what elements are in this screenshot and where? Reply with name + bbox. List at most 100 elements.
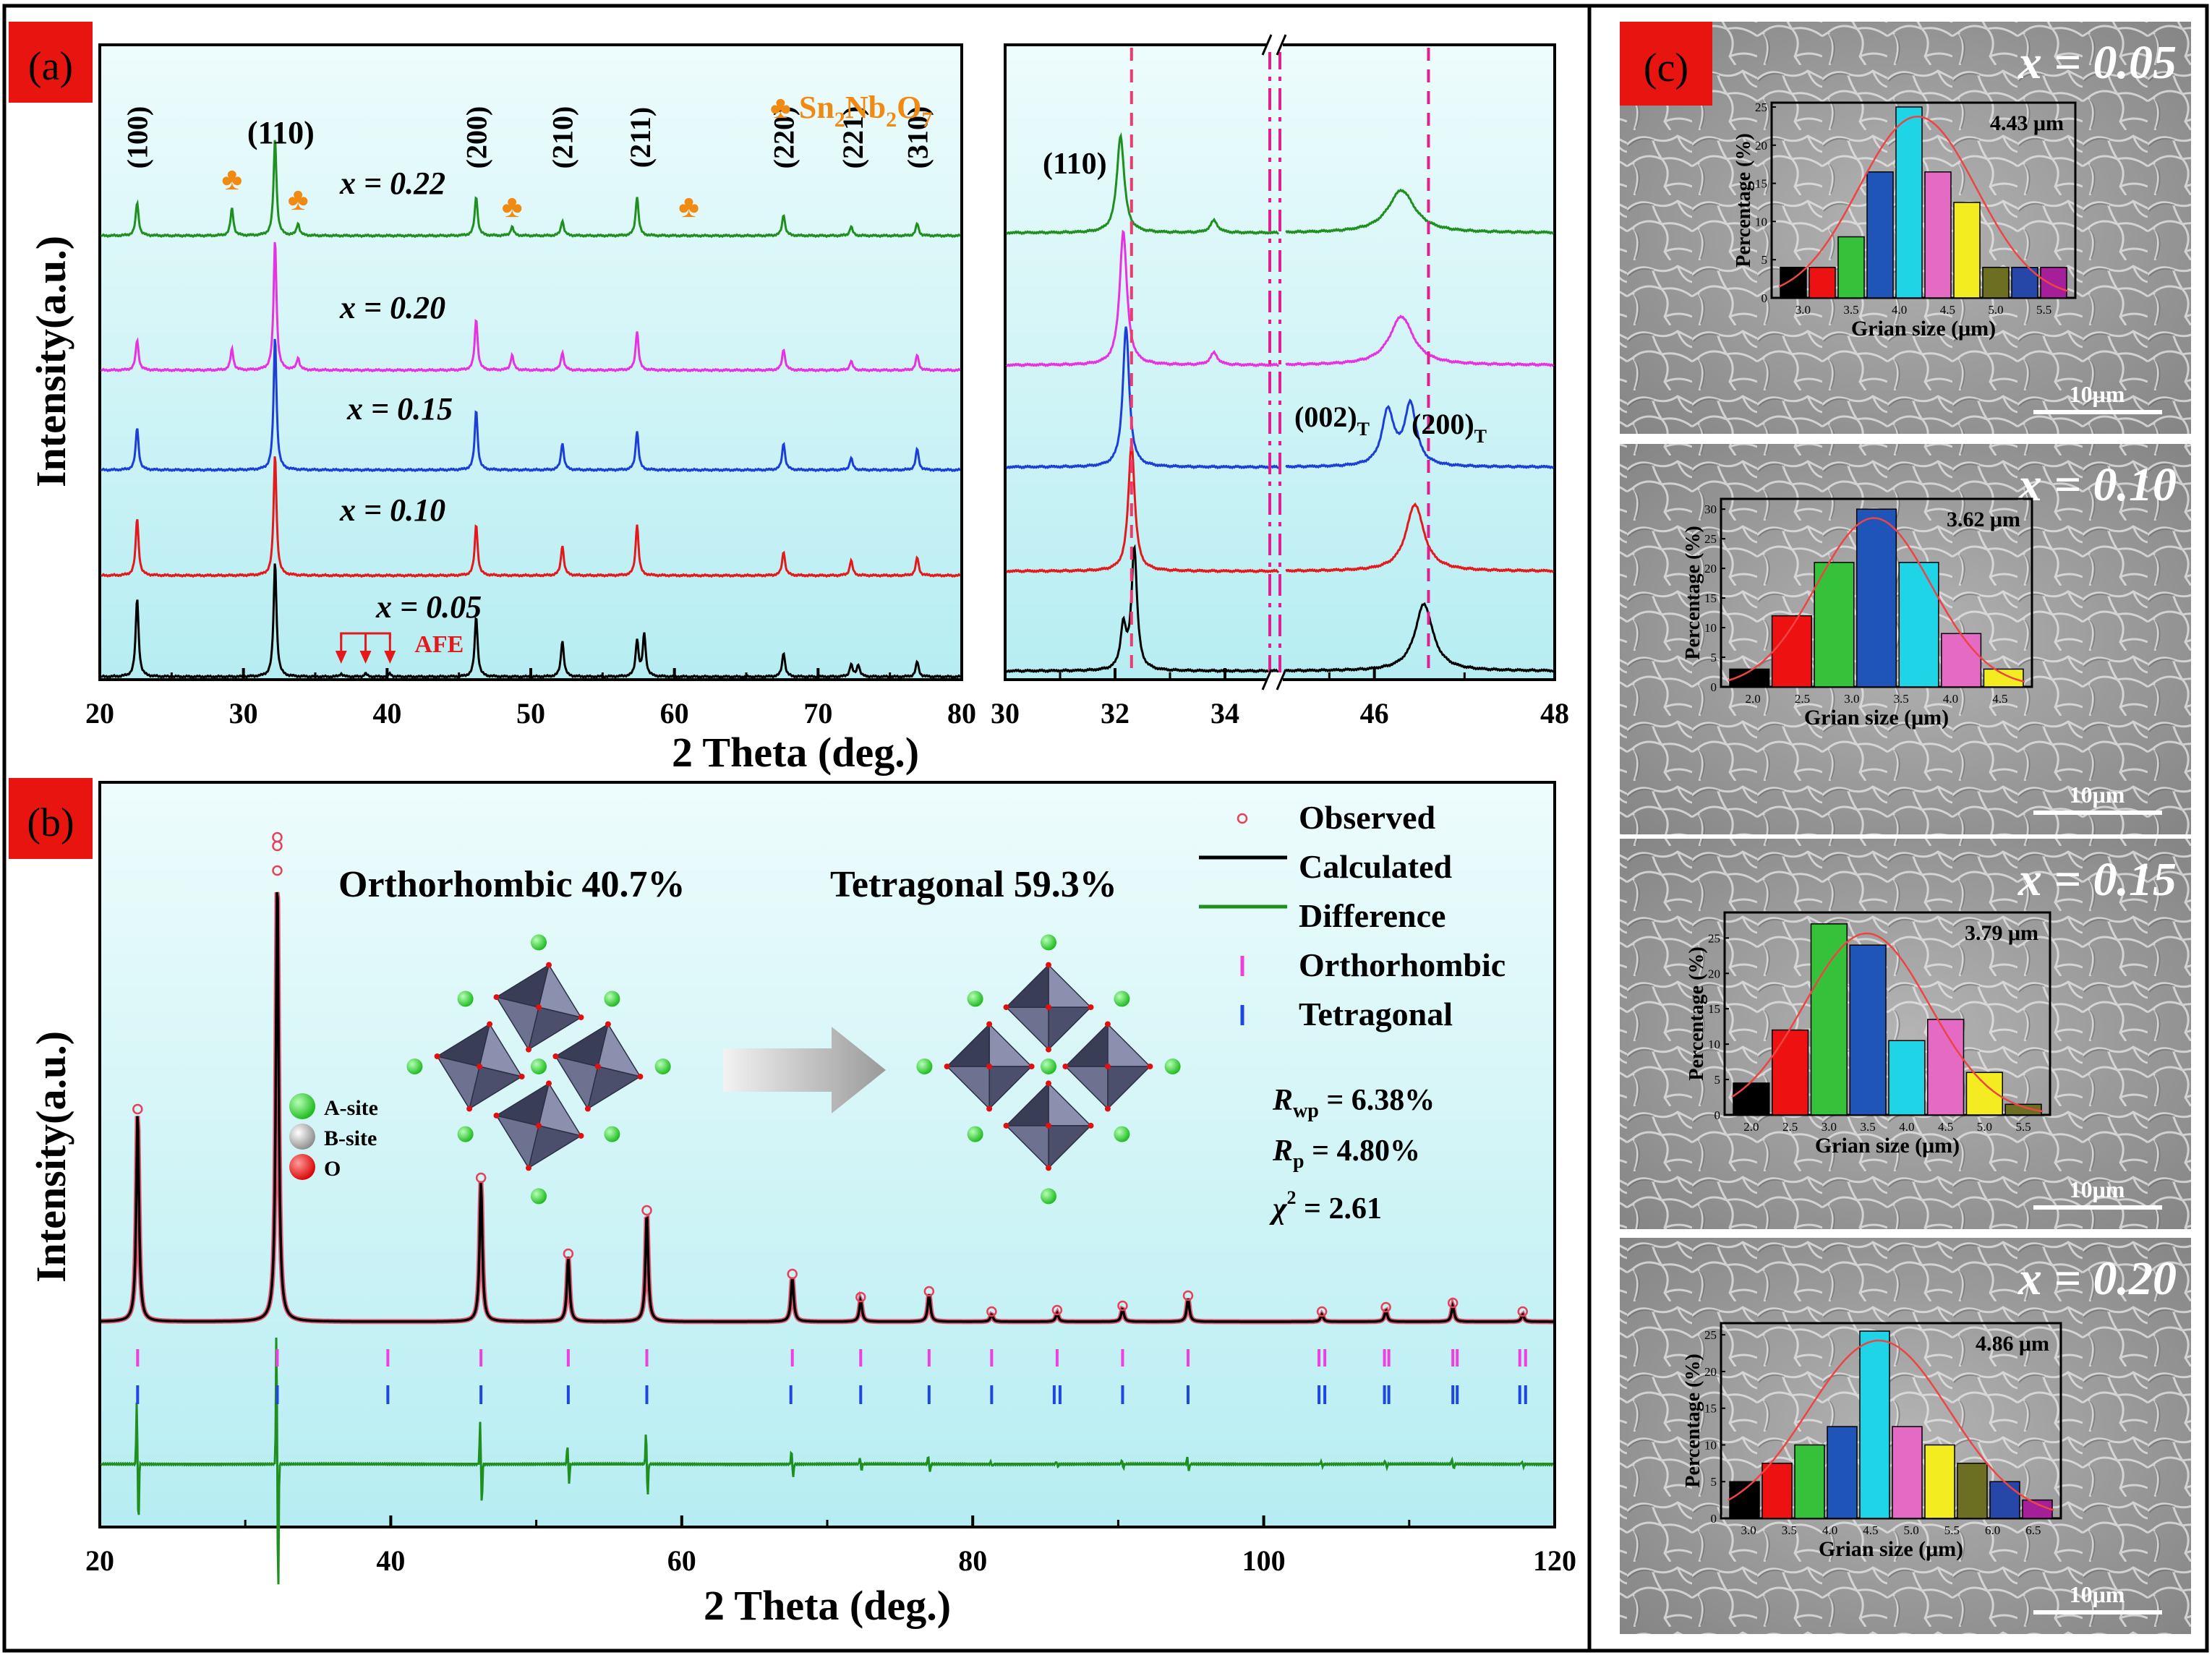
observed-point xyxy=(855,1291,866,1303)
x-tick-label: 46 xyxy=(1360,697,1389,730)
observed-point xyxy=(1316,1306,1328,1317)
afe-arrow-icon xyxy=(335,651,347,664)
octahedron-face xyxy=(554,1022,610,1067)
hist-x-tick-label: 3.5 xyxy=(1782,1523,1797,1537)
sem-grain-texture xyxy=(1620,839,2191,1229)
hist-ylabel: Percentage (%) xyxy=(1686,946,1708,1080)
hist-bar xyxy=(1888,1040,1926,1116)
hist-y-tick-label: 10 xyxy=(1704,1438,1717,1452)
afe-arrow-icon xyxy=(359,651,372,664)
phase-ortho-label: Orthorhombic 40.7% xyxy=(338,864,686,905)
hist-fit-curve xyxy=(1728,517,2025,683)
afe-arrow-icon xyxy=(384,651,396,664)
hist-x-tick-label: 3.0 xyxy=(1795,303,1811,317)
zoom-series-line xyxy=(1285,602,1555,673)
subscript: T xyxy=(1474,426,1487,447)
a-site-atom xyxy=(1041,1059,1056,1074)
hist-bar xyxy=(1924,1444,1955,1519)
a-site-atom xyxy=(967,991,983,1007)
hist-bar xyxy=(1859,1330,1890,1519)
o-atom xyxy=(552,1053,559,1059)
hist-x-tick-label: 2.5 xyxy=(1795,692,1810,706)
hist-x-tick-label: 4.5 xyxy=(1938,1120,1953,1134)
hist-bar xyxy=(1941,633,1982,688)
zoom-series-line xyxy=(1285,398,1555,470)
a-site-atom xyxy=(457,1126,474,1142)
hist-y-tick-label: 5 xyxy=(1714,1073,1721,1087)
observed-point xyxy=(272,865,283,876)
panel-a-x-axis: 20 30 40 50 60 70 80 xyxy=(85,668,976,730)
panel-c: x = 0.05 10μm 4.43 μm 0 5 10 15 20 25 3.0 3.5 4.0 4.… xyxy=(1620,22,2191,1634)
x-tick-label: 48 xyxy=(1540,697,1569,730)
hist-fit-curve xyxy=(1728,1339,2054,1511)
scalebar-label: 10μm xyxy=(2070,381,2125,407)
sem-composition-label: x = 0.20 xyxy=(2017,1252,2177,1305)
hist-x-tick-label: 5.0 xyxy=(1977,1120,1992,1134)
calculated-line xyxy=(101,891,1553,1323)
hist-y-tick-label: 0 xyxy=(1714,1108,1721,1122)
hist-x-tick-label: 5.5 xyxy=(2036,303,2051,317)
panel-a: 20 30 40 50 60 70 80 x = 0.05x = 0.10x = 0.15x… xyxy=(27,43,976,730)
hist-y-tick-label: 0 xyxy=(1711,1512,1717,1526)
hist-y-tick-label: 0 xyxy=(1711,680,1717,694)
x-tick-label: 80 xyxy=(947,697,976,730)
o-atom xyxy=(1003,1004,1009,1011)
hist-mean-label: 4.86 μm xyxy=(1976,1332,2049,1356)
atom-b-site: B-site xyxy=(324,1126,377,1150)
hist-ylabel: Percentage (%) xyxy=(1682,1353,1704,1487)
a-site-atom xyxy=(1114,991,1130,1007)
club-icon: ♣ xyxy=(678,189,699,224)
panel-b-legend: Observed Calculated Difference Orthorhom… xyxy=(1199,799,1506,1032)
hist-x-tick-label: 4.0 xyxy=(1822,1523,1837,1537)
x-tick-label: 120 xyxy=(1533,1544,1576,1577)
sem-composition-label: x = 0.15 xyxy=(2017,853,2177,906)
hist-y-tick-label: 0 xyxy=(1762,291,1768,305)
series-label: x = 0.10 xyxy=(339,492,445,528)
hist-mean-label: 3.62 μm xyxy=(1947,508,2020,531)
hist-bar xyxy=(2022,1499,2053,1519)
o-atom xyxy=(1028,1064,1035,1069)
observed-point xyxy=(563,1248,574,1260)
x-tick-label: 60 xyxy=(660,697,689,730)
hist-xlabel: Grian size (μm) xyxy=(1815,1134,1960,1158)
hist-bar xyxy=(1927,1019,1965,1116)
o-atom xyxy=(536,1122,542,1129)
x-tick-label: 50 xyxy=(516,697,545,730)
hist-bar xyxy=(1989,1481,2020,1519)
hist-bar xyxy=(1837,236,1865,299)
hist-x-tick-label: 3.5 xyxy=(1894,692,1909,706)
x-tick-label: 40 xyxy=(376,1544,405,1577)
legend-tetragonal: Tetragonal xyxy=(1299,996,1453,1032)
hkl-label: (200) xyxy=(461,106,493,169)
a-site-atom xyxy=(916,1059,933,1074)
hkl-label: (211) xyxy=(624,107,657,168)
hist-x-tick-label: 4.5 xyxy=(1992,692,2007,706)
series-label: x = 0.05 xyxy=(375,589,482,625)
panel-a-xlabel: 2 Theta (deg.) xyxy=(672,729,919,776)
o-atom xyxy=(986,1106,993,1112)
atom-a-site: A-site xyxy=(324,1096,378,1120)
observed-point xyxy=(1380,1301,1391,1313)
hist-bar xyxy=(1982,267,2010,299)
hist-bar xyxy=(1762,1463,1793,1519)
hist-mean-label: 4.43 μm xyxy=(1990,111,2064,135)
hist-bar xyxy=(1814,562,1855,688)
o-atom xyxy=(487,1021,493,1027)
zoom-series-line xyxy=(1285,315,1555,367)
tetragonal-structure xyxy=(916,934,1181,1205)
o-atom xyxy=(1147,1064,1153,1069)
observed-point xyxy=(1182,1290,1194,1301)
scalebar-label: 10μm xyxy=(2070,1176,2125,1202)
hist-fit-curve xyxy=(1778,115,2069,292)
o-atom xyxy=(1104,1106,1111,1112)
observed-point xyxy=(272,840,283,852)
observed-point xyxy=(641,1205,652,1216)
hist-y-tick-label: 15 xyxy=(1755,177,1767,191)
sem-composition-label: x = 0.10 xyxy=(2017,458,2177,511)
octahedron-face xyxy=(435,1022,491,1067)
hist-y-tick-label: 15 xyxy=(1708,1002,1720,1016)
impurity-legend: ♣ Sn2Nb2O7 xyxy=(770,90,932,132)
panel-b: 20 40 60 80 100 120 Intensity(a.u.) 2 Theta (… xyxy=(27,781,1576,1629)
scalebar-label: 10μm xyxy=(2070,1581,2125,1607)
panel-a-ylabel: Intensity(a.u.) xyxy=(27,236,74,487)
